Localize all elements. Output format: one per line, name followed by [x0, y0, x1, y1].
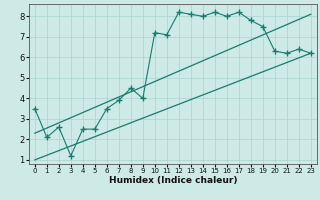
X-axis label: Humidex (Indice chaleur): Humidex (Indice chaleur) — [108, 176, 237, 185]
